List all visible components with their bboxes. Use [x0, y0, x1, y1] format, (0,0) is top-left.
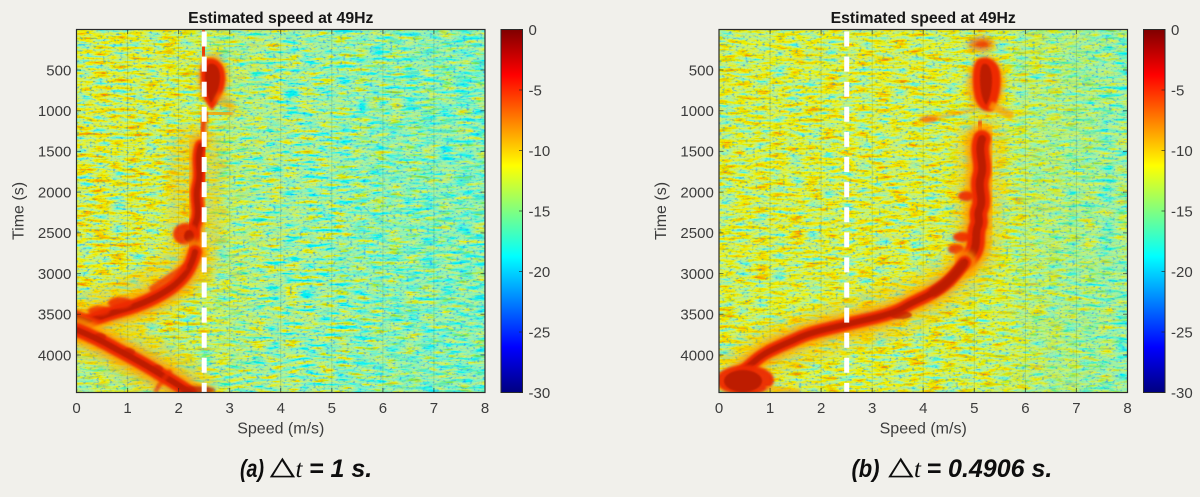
svg-text:1: 1 — [766, 400, 774, 417]
svg-text:0: 0 — [715, 400, 723, 417]
svg-text:6: 6 — [379, 400, 387, 417]
svg-text:2500: 2500 — [38, 225, 71, 242]
svg-text:t: t — [914, 456, 922, 483]
svg-text:-15: -15 — [1171, 203, 1193, 220]
svg-text:8: 8 — [481, 400, 489, 417]
svg-text:Estimated speed at 49Hz: Estimated speed at 49Hz — [188, 10, 373, 27]
svg-text:-25: -25 — [529, 324, 551, 341]
svg-text:4000: 4000 — [680, 347, 713, 364]
svg-text:Time (s): Time (s) — [653, 182, 670, 240]
svg-text:4: 4 — [919, 400, 927, 417]
svg-text:500: 500 — [46, 62, 71, 79]
svg-text:2: 2 — [174, 400, 182, 417]
svg-text:5: 5 — [328, 400, 336, 417]
svg-text:0: 0 — [1171, 22, 1179, 39]
svg-text:Estimated speed at 49Hz: Estimated speed at 49Hz — [831, 10, 1016, 27]
svg-text:3: 3 — [868, 400, 876, 417]
svg-text:-10: -10 — [529, 143, 551, 160]
svg-text:(b): (b) — [852, 455, 880, 483]
svg-text:3500: 3500 — [680, 307, 713, 324]
svg-text:5: 5 — [970, 400, 978, 417]
svg-text:500: 500 — [689, 62, 714, 79]
svg-text:1000: 1000 — [38, 103, 71, 120]
svg-text:7: 7 — [1072, 400, 1080, 417]
svg-text:-20: -20 — [529, 264, 551, 281]
svg-text:-10: -10 — [1171, 143, 1193, 160]
svg-text:3000: 3000 — [680, 266, 713, 283]
svg-text:-15: -15 — [529, 203, 551, 220]
svg-text:= 1 s.: = 1 s. — [309, 455, 372, 483]
svg-text:1000: 1000 — [680, 103, 713, 120]
svg-text:-5: -5 — [1171, 82, 1184, 99]
svg-text:-30: -30 — [1171, 385, 1193, 402]
svg-text:2: 2 — [817, 400, 825, 417]
svg-text:3500: 3500 — [38, 307, 71, 324]
svg-text:3000: 3000 — [38, 266, 71, 283]
svg-text:Speed (m/s): Speed (m/s) — [237, 421, 324, 438]
svg-text:-25: -25 — [1171, 324, 1193, 341]
svg-text:t: t — [296, 456, 304, 483]
svg-text:Speed (m/s): Speed (m/s) — [880, 421, 967, 438]
svg-text:7: 7 — [430, 400, 438, 417]
svg-text:= 0.4906 s.: = 0.4906 s. — [927, 455, 1053, 483]
svg-text:3: 3 — [226, 400, 234, 417]
svg-text:4: 4 — [277, 400, 285, 417]
svg-text:(a): (a) — [240, 455, 264, 483]
svg-text:0: 0 — [529, 22, 537, 39]
svg-text:1500: 1500 — [680, 144, 713, 161]
svg-text:-20: -20 — [1171, 264, 1193, 281]
svg-text:8: 8 — [1123, 400, 1131, 417]
svg-text:Time (s): Time (s) — [11, 182, 28, 240]
svg-text:1: 1 — [123, 400, 131, 417]
svg-text:2000: 2000 — [680, 184, 713, 201]
svg-text:2000: 2000 — [38, 184, 71, 201]
svg-text:1500: 1500 — [38, 144, 71, 161]
svg-text:2500: 2500 — [680, 225, 713, 242]
svg-text:0: 0 — [72, 400, 80, 417]
svg-text:-5: -5 — [529, 82, 542, 99]
svg-text:6: 6 — [1021, 400, 1029, 417]
svg-text:4000: 4000 — [38, 347, 71, 364]
svg-text:-30: -30 — [529, 385, 551, 402]
